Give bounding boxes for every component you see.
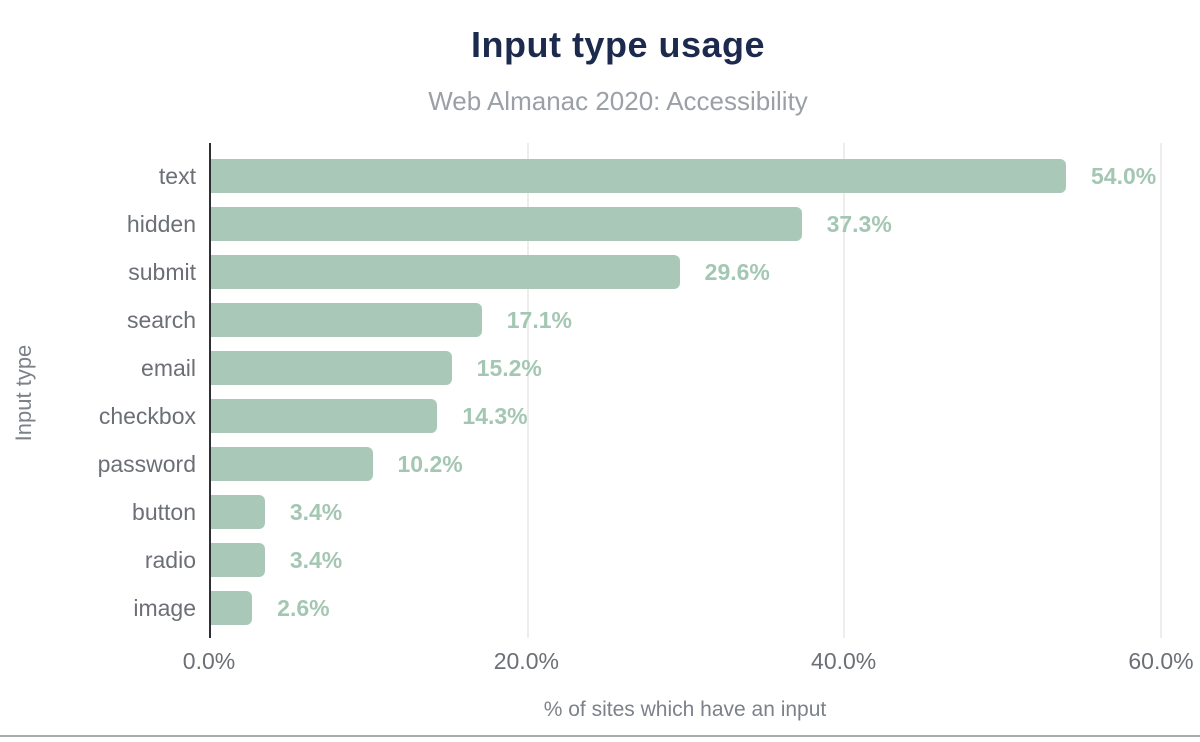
bar-rows: 54.0% 37.3% 29.6% 17.1% 15.2% 14.3% 10.2% 3.4% 3… <box>211 152 1161 632</box>
bar-submit <box>211 255 680 289</box>
category-label-radio: radio <box>144 547 196 573</box>
bar-hidden <box>211 207 802 241</box>
bar-image <box>211 591 253 625</box>
bar-row-button: 3.4% <box>211 488 1161 536</box>
value-label-image: 2.6% <box>277 594 330 621</box>
category-label-hidden: hidden <box>126 211 196 237</box>
bar-password <box>211 447 373 481</box>
x-axis-ticks: 0.0% 20.0% 40.0% 60.0% <box>183 648 1194 678</box>
bar-row-search: 17.1% <box>211 296 1161 344</box>
gridline-60 <box>1160 143 1162 638</box>
chart-title: Input type usage <box>470 24 766 65</box>
bar-text <box>211 159 1066 193</box>
bar-row-radio: 3.4% <box>211 536 1161 584</box>
category-label-submit: submit <box>128 259 196 285</box>
bar-button <box>211 495 265 529</box>
window-bottom-border <box>0 735 1200 737</box>
bar-checkbox <box>211 399 438 433</box>
value-label-radio: 3.4% <box>289 546 343 573</box>
bar-row-submit: 29.6% <box>211 248 1161 296</box>
x-tick-label-0: 0.0% <box>182 648 236 674</box>
value-label-text: 54.0% <box>1091 162 1157 189</box>
value-label-checkbox: 14.3% <box>462 402 528 429</box>
bar-search <box>211 303 482 337</box>
bar-row-password: 10.2% <box>211 440 1161 488</box>
category-axis: text hidden submit search email checkbox passw… <box>0 152 196 632</box>
value-label-search: 17.1% <box>506 306 572 333</box>
value-label-hidden: 37.3% <box>826 210 892 237</box>
bar-row-checkbox: 14.3% <box>211 392 1161 440</box>
category-label-email: email <box>141 355 196 381</box>
category-label-password: password <box>97 451 196 477</box>
value-label-password: 10.2% <box>397 450 463 477</box>
category-label-text: text <box>158 163 196 189</box>
bar-email <box>211 351 452 385</box>
bar-row-text: 54.0% <box>211 152 1161 200</box>
gridline-20 <box>526 143 529 638</box>
plot-area: 54.0% 37.3% 29.6% 17.1% 15.2% 14.3% 10.2% 3.4% 3… <box>209 143 1162 638</box>
category-label-button: button <box>132 499 196 525</box>
category-label-checkbox: checkbox <box>98 403 196 429</box>
x-tick-label-40: 40.0% <box>811 648 877 674</box>
bar-row-email: 15.2% <box>211 344 1161 392</box>
category-label-image: image <box>133 595 196 621</box>
bar-row-image: 2.6% <box>211 584 1161 632</box>
value-label-submit: 29.6% <box>704 258 770 285</box>
x-tick-label-20: 20.0% <box>493 648 559 674</box>
value-label-button: 3.4% <box>289 498 343 525</box>
bar-row-hidden: 37.3% <box>211 200 1161 248</box>
x-axis-label: % of sites which have an input <box>543 698 827 721</box>
x-tick-label-60: 60.0% <box>1128 648 1194 674</box>
category-label-search: search <box>126 307 196 333</box>
bar-radio <box>211 543 265 577</box>
value-label-email: 15.2% <box>476 354 542 381</box>
gridline-40 <box>843 143 846 638</box>
chart-subtitle: Web Almanac 2020: Accessibility <box>428 86 808 116</box>
